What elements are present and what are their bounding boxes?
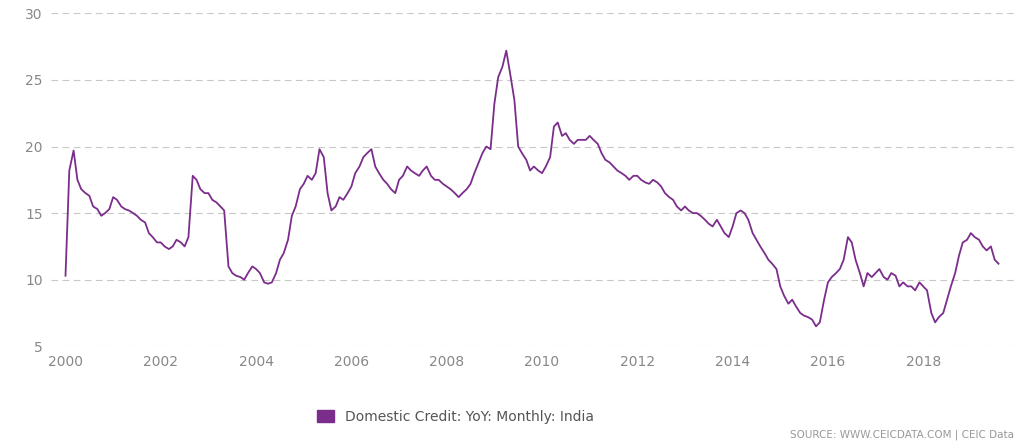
Text: SOURCE: WWW.CEICDATA.COM | CEIC Data: SOURCE: WWW.CEICDATA.COM | CEIC Data [790, 429, 1014, 440]
Legend: Domestic Credit: YoY: Monthly: India: Domestic Credit: YoY: Monthly: India [317, 410, 594, 424]
